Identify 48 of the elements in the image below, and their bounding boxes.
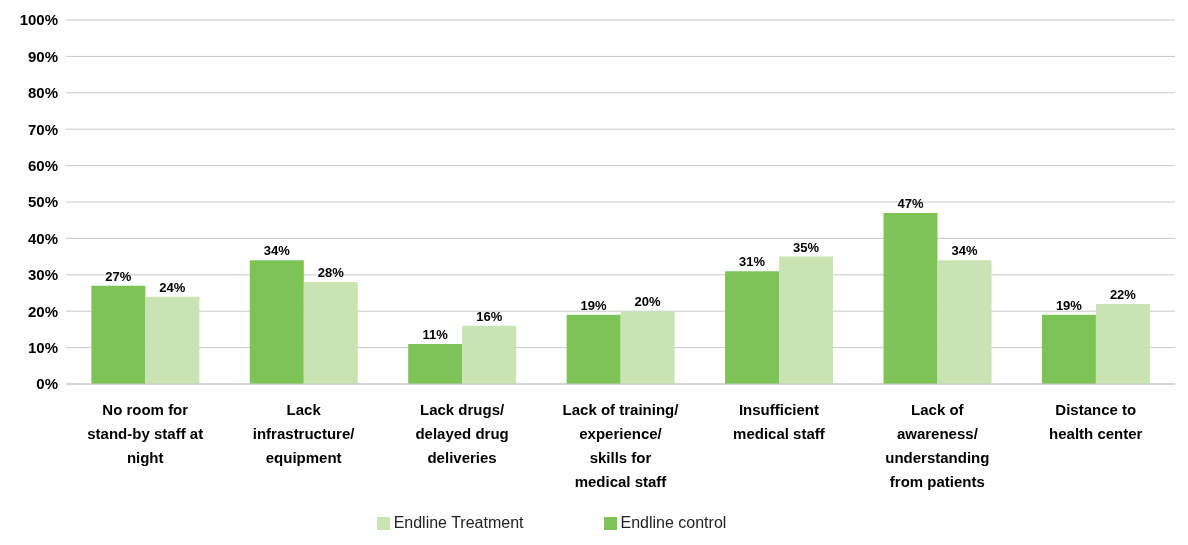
bar — [1041, 314, 1096, 384]
x-tick-label: Distance to health center — [1049, 401, 1143, 442]
data-label: 27% — [105, 268, 132, 284]
data-label: 20% — [634, 294, 662, 310]
legend-label: Endline control — [620, 514, 727, 531]
data-label: 47% — [897, 195, 924, 211]
bar — [779, 256, 834, 384]
y-tick-label: 100% — [19, 11, 58, 29]
x-tick-label: Lack of training/ experience/ skills for medical staff — [562, 401, 680, 490]
data-label: 19% — [1055, 297, 1083, 313]
bar — [1095, 303, 1150, 384]
bar — [303, 282, 358, 384]
data-label: 31% — [739, 254, 766, 270]
y-tick-label: 70% — [27, 120, 58, 138]
bar — [249, 260, 304, 384]
data-label: 34% — [263, 243, 291, 259]
bar — [91, 285, 146, 384]
y-tick-label: 20% — [27, 302, 58, 320]
bar — [620, 311, 675, 384]
y-tick-label: 50% — [27, 193, 58, 211]
y-tick-label: 60% — [27, 156, 58, 174]
x-tick-label: Insufficient medical staff — [733, 401, 826, 442]
bar — [725, 271, 780, 384]
y-tick-label: 90% — [27, 47, 58, 65]
data-label: 19% — [580, 297, 608, 313]
data-label: 34% — [951, 243, 978, 259]
x-tick-label: Lack infrastructure/ equipment — [252, 401, 356, 466]
bar — [937, 260, 992, 384]
data-label: 22% — [1109, 286, 1137, 302]
data-label: 24% — [159, 279, 186, 295]
y-tick-label: 10% — [27, 338, 58, 356]
bar — [462, 325, 517, 384]
bar — [408, 343, 463, 384]
data-label: 11% — [422, 326, 449, 342]
bar — [883, 212, 938, 384]
legend-label: Endline Treatment — [393, 514, 524, 531]
bar — [145, 296, 200, 384]
y-tick-label: 40% — [27, 229, 58, 247]
y-tick-label: 30% — [27, 266, 58, 284]
data-label: 16% — [476, 308, 503, 324]
data-label: 28% — [317, 265, 345, 281]
data-label: 35% — [793, 239, 820, 255]
x-tick-label: No room for stand-by staff at night — [87, 401, 204, 466]
x-tick-label: Lack of awareness/ understanding from patients — [885, 401, 990, 490]
y-tick-label: 0% — [36, 375, 58, 393]
y-tick-label: 80% — [27, 84, 58, 102]
bar — [566, 314, 621, 384]
x-tick-label: Lack drugs/ delayed drug deliveries — [415, 401, 509, 466]
